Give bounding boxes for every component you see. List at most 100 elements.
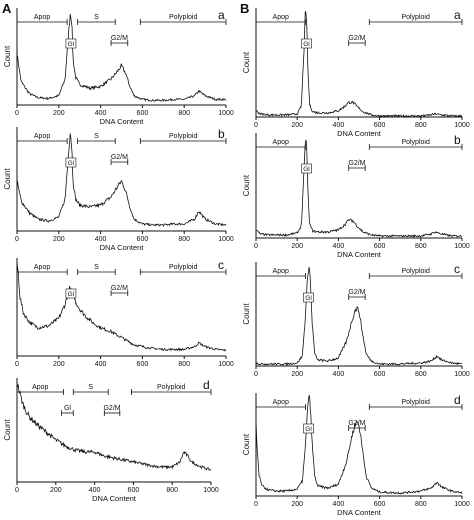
chart-A-a: 0 200 400 600 800 1000 DNA Content Count a Apop S G… bbox=[3, 8, 234, 126]
x-tick-label: 400 bbox=[333, 122, 345, 129]
sub-panel-label: b bbox=[218, 127, 225, 141]
x-tick-label: 600 bbox=[137, 110, 149, 117]
x-tick-label: 1000 bbox=[454, 122, 470, 129]
svg-text:Gl: Gl bbox=[305, 426, 312, 433]
y-axis-label: Count bbox=[3, 168, 12, 190]
x-tick-label: 800 bbox=[415, 371, 427, 378]
sub-panel-label: d bbox=[454, 393, 461, 407]
histogram-line bbox=[255, 11, 463, 118]
gate-label: Apop bbox=[32, 384, 48, 391]
gate-polyploid: Polyploid bbox=[368, 139, 463, 150]
x-tick-label: 600 bbox=[374, 371, 386, 378]
x-tick-label: 800 bbox=[178, 236, 190, 243]
svg-text:Gl: Gl bbox=[305, 295, 312, 302]
x-tick-label: 600 bbox=[374, 122, 386, 129]
x-tick-label: 800 bbox=[166, 487, 178, 494]
gate-s: S bbox=[77, 264, 116, 275]
gate-label: Apop bbox=[34, 133, 50, 140]
gate-polyploid: Polyploid bbox=[368, 268, 463, 279]
sub-panel-label: a bbox=[218, 8, 225, 22]
panel-label-A: A bbox=[2, 1, 12, 16]
x-tick-label: 1000 bbox=[218, 236, 234, 243]
x-tick-label: 1000 bbox=[218, 110, 234, 117]
peak-label-gl: Gl bbox=[65, 38, 77, 49]
x-tick-label: 400 bbox=[333, 243, 345, 250]
chart-B-b: 0 200 400 600 800 1000 DNA Content Count b Apop G2… bbox=[242, 133, 470, 259]
x-tick-label: 800 bbox=[178, 361, 190, 368]
x-tick-label: 0 bbox=[15, 487, 19, 494]
gate-apop: Apop bbox=[255, 399, 306, 410]
gate-label: Apop bbox=[273, 139, 289, 146]
chart-A-b: 0 200 400 600 800 1000 DNA Content Count b Apop S G… bbox=[3, 127, 234, 252]
x-tick-label: 400 bbox=[95, 361, 107, 368]
panel-label-B: B bbox=[240, 1, 249, 16]
x-tick-label: 200 bbox=[53, 361, 65, 368]
histogram-line bbox=[255, 394, 463, 495]
y-axis-label: Count bbox=[3, 45, 12, 67]
gate-label: Polyploid bbox=[157, 384, 186, 391]
x-tick-label: 1000 bbox=[454, 501, 470, 508]
x-axis-label: DNA Content bbox=[100, 117, 145, 126]
gate-apop: Apop bbox=[255, 14, 306, 25]
x-tick-label: 200 bbox=[53, 236, 65, 243]
sub-panel-label: b bbox=[454, 133, 461, 147]
peak-label-gl: Gl bbox=[65, 288, 77, 299]
x-tick-label: 200 bbox=[291, 122, 303, 129]
gate-apop: Apop bbox=[16, 264, 68, 275]
histogram-line bbox=[256, 139, 463, 239]
gate-label: S bbox=[94, 264, 99, 271]
gate-apop: Apop bbox=[255, 268, 306, 279]
peak-label-gl: Gl bbox=[65, 157, 77, 168]
gate-label: Apop bbox=[34, 264, 50, 271]
x-tick-label: 800 bbox=[415, 243, 427, 250]
sub-panel-label: c bbox=[454, 262, 460, 276]
x-tick-label: 0 bbox=[254, 371, 258, 378]
svg-text:Gl: Gl bbox=[68, 160, 75, 167]
gate-gl: Gl bbox=[61, 405, 74, 416]
gate-label: G2/M bbox=[111, 285, 128, 292]
gate-g2-m: G2/M bbox=[348, 420, 366, 431]
chart-B-a: 0 200 400 600 800 1000 DNA Content Count a Apop G2… bbox=[242, 8, 470, 138]
x-tick-label: 200 bbox=[291, 501, 303, 508]
chart-B-c: 0 200 400 600 800 1000 Count c Apop G2/M Polyploid… bbox=[242, 262, 470, 378]
gate-label: Apop bbox=[273, 399, 289, 406]
gate-g2-m: G2/M bbox=[110, 154, 129, 165]
gate-label: Polyploid bbox=[401, 139, 430, 146]
sub-panel-label: a bbox=[454, 8, 461, 22]
gate-polyploid: Polyploid bbox=[368, 14, 463, 25]
gate-apop: Apop bbox=[16, 133, 68, 144]
gate-label: Apop bbox=[34, 14, 50, 21]
svg-text:Gl: Gl bbox=[303, 166, 310, 173]
svg-text:Gl: Gl bbox=[303, 41, 310, 48]
x-tick-label: 0 bbox=[15, 110, 19, 117]
gate-g2-m: G2/M bbox=[110, 285, 129, 296]
x-tick-label: 600 bbox=[128, 487, 140, 494]
x-tick-label: 0 bbox=[254, 501, 258, 508]
gate-s: S bbox=[77, 133, 116, 144]
x-tick-label: 600 bbox=[137, 236, 149, 243]
svg-text:Gl: Gl bbox=[68, 291, 75, 298]
gate-label: S bbox=[94, 133, 99, 140]
gate-label: S bbox=[94, 14, 99, 21]
peak-label-gl: Gl bbox=[301, 38, 312, 49]
gate-label: Apop bbox=[273, 14, 289, 21]
x-axis-label: DNA Content bbox=[337, 508, 382, 517]
y-axis-label: Count bbox=[242, 303, 251, 325]
gate-label: Polyploid bbox=[169, 14, 198, 21]
chart-B-d: 0 200 400 600 800 1000 DNA Content Count d Apop G2… bbox=[242, 393, 470, 517]
gate-g2-m: G2/M bbox=[348, 160, 366, 171]
x-tick-label: 0 bbox=[254, 122, 258, 129]
gate-label: G2/M bbox=[111, 154, 128, 161]
gate-s: S bbox=[77, 14, 116, 25]
gate-polyploid: Polyploid bbox=[139, 14, 227, 25]
gate-label: Polyploid bbox=[169, 264, 198, 271]
x-tick-label: 400 bbox=[95, 236, 107, 243]
histogram-line bbox=[255, 266, 463, 367]
x-tick-label: 600 bbox=[374, 243, 386, 250]
x-tick-label: 200 bbox=[291, 243, 303, 250]
chart-A-c: 0 200 400 600 800 1000 c Apop S G2/M Polyploid Gl bbox=[15, 258, 234, 368]
histogram-line bbox=[16, 133, 227, 227]
gate-apop: Apop bbox=[16, 14, 68, 25]
x-tick-label: 1000 bbox=[203, 487, 219, 494]
